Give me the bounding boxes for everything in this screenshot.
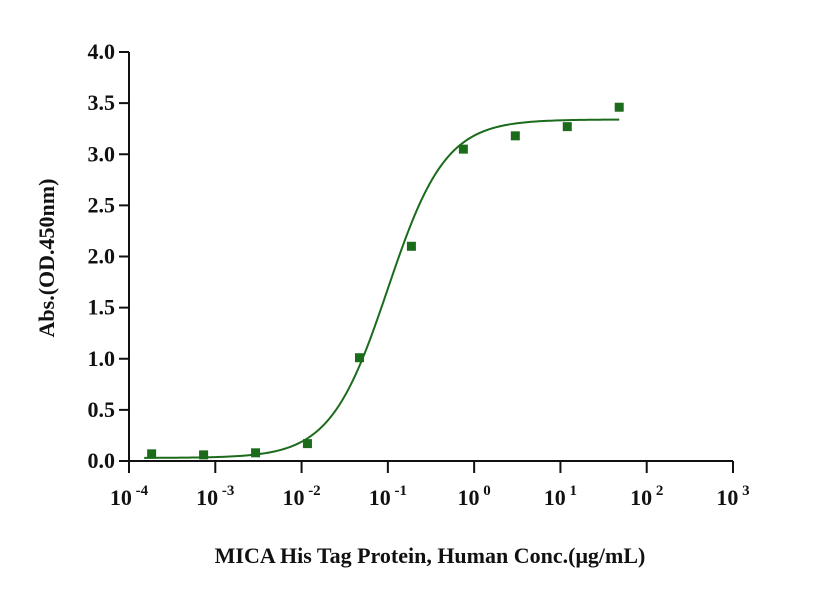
data-point bbox=[510, 131, 520, 141]
y-tick-label: 2.5 bbox=[88, 192, 116, 217]
x-tick-label: 10 -2 bbox=[282, 483, 320, 510]
data-point bbox=[562, 122, 572, 132]
x-tick-label: 10 2 bbox=[630, 483, 663, 510]
y-axis-title: Abs.(OD.450nm) bbox=[34, 179, 59, 338]
y-tick-label: 4.0 bbox=[88, 39, 116, 64]
data-point bbox=[251, 448, 261, 458]
y-tick-label: 0.5 bbox=[88, 397, 116, 422]
data-point bbox=[302, 439, 312, 449]
x-axis: 10 -4 10 -3 10 -2 10 -1 10 0 10 1 10 2 10 3 bbox=[110, 460, 750, 510]
data-point bbox=[458, 144, 468, 154]
data-points bbox=[147, 102, 624, 460]
y-tick-label: 3.0 bbox=[88, 141, 116, 166]
x-tick-label: 10 0 bbox=[458, 483, 491, 510]
data-point bbox=[199, 450, 209, 460]
fit-curve bbox=[144, 118, 620, 459]
data-point bbox=[406, 241, 416, 251]
y-tick-label: 1.5 bbox=[88, 295, 116, 320]
y-tick-label: 3.5 bbox=[88, 90, 116, 115]
y-tick-label: 1.0 bbox=[88, 346, 116, 371]
x-tick-label: 10 1 bbox=[544, 483, 577, 510]
y-axis: 0.0 0.5 1.0 1.5 2.0 2.5 3.0 3.5 4.0 bbox=[88, 39, 130, 473]
x-tick-label: 10 -3 bbox=[196, 483, 234, 510]
x-axis-title: MICA His Tag Protein, Human Conc.(μg/mL) bbox=[215, 543, 646, 568]
y-tick-label: 0.0 bbox=[88, 448, 116, 473]
data-point bbox=[614, 102, 624, 112]
data-point bbox=[147, 449, 157, 459]
y-tick-label: 2.0 bbox=[88, 244, 116, 269]
data-point bbox=[354, 353, 364, 363]
x-tick-label: 10 -4 bbox=[110, 483, 149, 510]
x-tick-label: 10 3 bbox=[716, 483, 749, 510]
x-tick-label: 10 -1 bbox=[369, 483, 407, 510]
